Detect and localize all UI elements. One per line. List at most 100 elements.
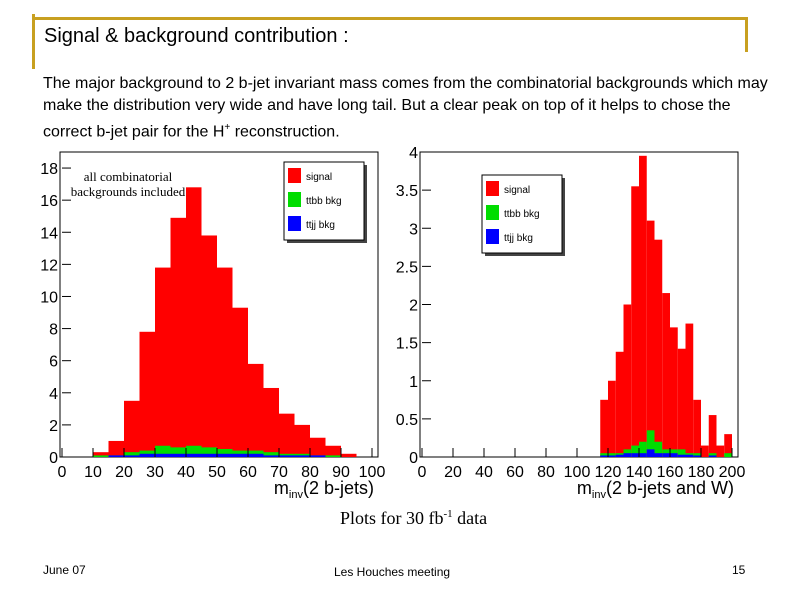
y-tick-label: 8 (49, 322, 58, 339)
hist-bar-signal (263, 387, 279, 457)
legend-label: signal (306, 172, 332, 183)
hist-bar-signal (608, 380, 616, 457)
y-tick-label: 1 (409, 374, 418, 391)
y-tick-label: 2 (409, 298, 418, 315)
y-tick-label: 2.5 (396, 259, 418, 276)
legend-label: ttjj bkg (306, 220, 335, 231)
legend-label: ttbb bkg (306, 196, 342, 207)
paragraph-text-end: reconstruction. (230, 123, 340, 141)
hist-bar-ttbb-bkg (608, 453, 616, 457)
hist-bar-ttjj-bkg (685, 454, 694, 457)
x-axis-title: minv(2 b-jets and W) (577, 478, 734, 501)
hist-bar-ttjj-bkg (310, 455, 326, 457)
hist-bar-ttbb-bkg (631, 445, 639, 457)
hist-bar-signal (662, 293, 670, 457)
x-tick-label: 60 (239, 464, 257, 481)
x-tick-label: 0 (418, 464, 427, 481)
plot-annotation: backgrounds included (71, 184, 186, 199)
y-tick-label: 0 (49, 450, 58, 467)
title-accent-right (745, 17, 748, 52)
hist-bar-signal (93, 452, 109, 457)
hist-bar-ttjj-bkg (677, 454, 686, 457)
hist-bar-signal (310, 437, 326, 457)
hist-bar-signal (217, 267, 233, 457)
hist-bar-ttjj-bkg (155, 453, 171, 457)
x-tick-label: 40 (475, 464, 493, 481)
hist-bar-signal (724, 434, 732, 457)
histogram-plots: 0 10 20 30 40 50 60 70 80 90 100024681012141618min… (40, 145, 746, 501)
hist-bar-ttjj-bkg (615, 454, 624, 457)
paragraph-superscript: + (224, 122, 231, 133)
x-tick-label: 80 (537, 464, 555, 481)
hist-bar-signal (646, 220, 655, 457)
hist-bar-ttbb-bkg (124, 452, 140, 457)
plot-annotation: all combinatorial (84, 169, 173, 184)
caption-text: Plots for 30 fb (340, 508, 444, 528)
paragraph-text: The major background to 2 b-jet invarian… (43, 75, 768, 141)
hist-bar-ttbb-bkg (93, 455, 109, 457)
x-tick-label: 160 (657, 464, 684, 481)
caption-text-end: data (452, 508, 488, 528)
y-tick-label: 14 (40, 225, 58, 242)
hist-bar-ttbb-bkg (639, 441, 647, 457)
legend-swatch-signal (486, 181, 499, 196)
hist-bar-ttjj-bkg (646, 449, 655, 457)
hist-bar-ttbb-bkg (279, 453, 295, 457)
y-tick-label: 0 (409, 450, 418, 467)
hist-bar-ttjj-bkg (263, 455, 279, 457)
hist-bar-signal (716, 445, 725, 457)
hist-bar-signal (139, 331, 155, 457)
hist-bar-ttbb-bkg (155, 445, 171, 457)
x-tick-label: 180 (688, 464, 715, 481)
hist-bar-ttjj-bkg (654, 453, 663, 457)
hist-bar-ttbb-bkg (693, 453, 701, 457)
hist-bar-ttbb-bkg (724, 453, 732, 457)
x-axis-title: minv(2 b-jets) (274, 478, 374, 501)
hist-bar-ttbb-bkg (708, 453, 717, 457)
hist-bar-signal (654, 239, 663, 457)
legend-swatch-ttjj-bkg (486, 229, 499, 244)
hist-bar-ttjj-bkg (600, 455, 608, 457)
hist-bar-ttjj-bkg (170, 453, 186, 457)
x-tick-label: 100 (359, 464, 386, 481)
y-tick-label: 6 (49, 354, 58, 371)
slide-title: Signal & background contribution : (44, 25, 349, 47)
hist-bar-ttbb-bkg (677, 449, 686, 457)
hist-bar-ttjj-bkg (201, 453, 217, 457)
footer-date: June 07 (43, 563, 86, 577)
x-tick-label: 20 (115, 464, 133, 481)
y-tick-label: 0.5 (396, 412, 418, 429)
x-tick-label: 80 (301, 464, 319, 481)
hist-bar-ttjj-bkg (248, 453, 264, 457)
hist-bar-signal (201, 235, 217, 457)
hist-bar-ttjj-bkg (662, 453, 670, 457)
x-tick-label: 0 (58, 464, 67, 481)
hist-bar-ttjj-bkg (139, 453, 155, 457)
hist-bar-ttbb-bkg (654, 441, 663, 457)
x-tick-label: 20 (444, 464, 462, 481)
y-tick-label: 12 (40, 257, 58, 274)
caption-superscript: -1 (443, 508, 453, 520)
hist-bar-signal (693, 399, 701, 457)
hist-bar-ttbb-bkg (217, 448, 233, 457)
hist-bar-signal (232, 307, 248, 457)
x-tick-label: 10 (84, 464, 102, 481)
x-tick-label: 50 (208, 464, 226, 481)
hist-bar-signal (248, 363, 264, 457)
hist-bar-ttbb-bkg (263, 452, 279, 457)
x-tick-label: 100 (564, 464, 591, 481)
hist-bar-ttjj-bkg (708, 455, 717, 457)
y-tick-label: 1.5 (396, 336, 418, 353)
hist-bar-signal (670, 327, 678, 457)
hist-bar-signal (615, 351, 624, 457)
y-tick-label: 4 (49, 386, 58, 403)
hist-bar-signal (294, 424, 310, 457)
hist-bar-ttjj-bkg (217, 453, 233, 457)
hist-bar-ttjj-bkg (279, 455, 295, 457)
x-tick-label: 200 (719, 464, 746, 481)
y-tick-label: 2 (49, 418, 58, 435)
hist-bar-signal (341, 453, 357, 457)
y-tick-label: 18 (40, 161, 58, 178)
hist-bar-signal (600, 399, 608, 457)
hist-bar-ttbb-bkg (201, 447, 217, 457)
